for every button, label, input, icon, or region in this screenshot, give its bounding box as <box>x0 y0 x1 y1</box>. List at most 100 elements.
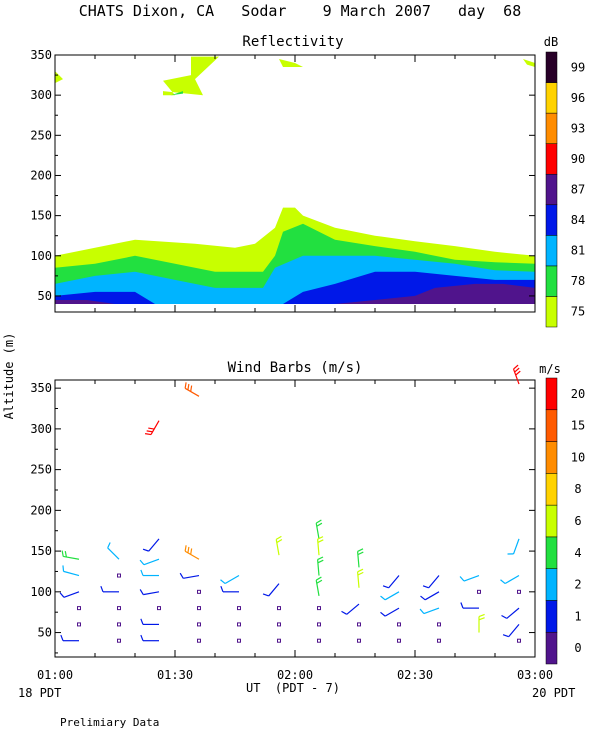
wind-barb <box>262 583 280 597</box>
wind-barb <box>61 550 80 560</box>
y-tick-label: 200 <box>30 503 52 517</box>
wind-barb <box>422 575 440 589</box>
colorbar-swatch <box>545 377 558 411</box>
wind-barb <box>317 556 324 576</box>
x-axis-label: UT (PDT - 7) <box>246 681 340 695</box>
calm-marker <box>117 573 121 578</box>
wind-barb <box>184 545 200 560</box>
colorbar-swatch <box>545 51 558 83</box>
contour-75-db-7 <box>279 59 303 67</box>
colorbar-swatch <box>545 204 558 236</box>
calm-marker <box>317 638 321 643</box>
figure-title: CHATS Dixon, CA Sodar 9 March 2007 day 6… <box>79 2 522 20</box>
contour-75-db-9 <box>55 71 63 84</box>
colorbar-label: 6 <box>574 514 581 528</box>
wind-barb <box>144 420 160 436</box>
colorbar-swatch <box>545 173 558 206</box>
colorbar-label: 99 <box>571 60 585 74</box>
wind-barb <box>179 572 200 579</box>
y-axis-label: Altitude (m) <box>2 333 16 420</box>
wind-x-ticks: 01:00 01:30 02:00 02:30 03:00 <box>37 380 553 682</box>
reflectivity-x-ticks <box>54 55 536 312</box>
colorbar-label: 2 <box>574 578 581 592</box>
colorbar-label: 87 <box>571 183 585 197</box>
y-tick-label: 150 <box>30 209 52 223</box>
calm-marker <box>117 606 121 611</box>
colorbar-label: 93 <box>571 121 585 135</box>
wind-barb <box>382 575 400 589</box>
wind-barb <box>140 618 159 626</box>
wind-barb <box>341 603 360 615</box>
wind-barb <box>139 589 160 596</box>
wind-y-ticks: 50 100 150 200 250 300 350 <box>30 381 535 654</box>
y-tick-label: 100 <box>30 585 52 599</box>
calm-marker <box>357 622 361 627</box>
calm-marker <box>317 622 321 627</box>
colorbar-label: 8 <box>574 482 581 496</box>
calm-marker <box>237 622 241 627</box>
x-tick-label: 01:00 <box>37 668 73 682</box>
calm-marker <box>397 622 401 627</box>
wind-barb <box>512 364 521 385</box>
wind-barbs <box>59 364 521 643</box>
start-date-label: 18 PDT <box>18 686 61 700</box>
wind-barb <box>140 634 159 642</box>
colorbar-swatch <box>545 504 558 538</box>
colorbar-swatch <box>545 265 558 297</box>
y-tick-label: 350 <box>30 381 52 395</box>
colorbar-swatch <box>545 112 558 144</box>
wind-barb <box>140 569 159 577</box>
colorbar-label: 15 <box>571 419 585 433</box>
wind-barb <box>315 576 323 597</box>
calm-marker <box>77 606 81 611</box>
colorbar-label: 84 <box>571 213 585 227</box>
calm-marker <box>237 606 241 611</box>
colorbar-label: 1 <box>574 609 581 623</box>
y-tick-label: 350 <box>30 48 52 62</box>
y-tick-label: 150 <box>30 544 52 558</box>
colorbar-swatch <box>545 296 558 328</box>
reflectivity-colorbar: 75 78 81 84 87 90 93 96 99 <box>545 51 585 328</box>
x-tick-label: 02:00 <box>277 668 313 682</box>
colorbar-label: 20 <box>571 387 585 401</box>
wind-barb <box>275 535 283 556</box>
calm-marker <box>437 638 441 643</box>
colorbar-swatch <box>545 600 558 633</box>
colorbar-swatch <box>545 568 558 601</box>
wind-frame <box>54 379 536 658</box>
wind-barb <box>357 568 364 588</box>
colorbar-label: 10 <box>571 450 585 464</box>
colorbar-label: 81 <box>571 244 585 258</box>
colorbar-swatch <box>545 631 558 665</box>
x-tick-label: 03:00 <box>517 668 553 682</box>
colorbar-swatch <box>545 143 558 175</box>
wind-barb <box>315 519 323 539</box>
wind-barb <box>142 538 160 552</box>
wind-colorbar-unit: m/s <box>539 362 561 376</box>
calm-marker <box>277 606 281 611</box>
x-tick-label: 01:30 <box>157 668 193 682</box>
end-date-label: 20 PDT <box>532 686 575 700</box>
colorbar-swatch <box>545 441 558 474</box>
wind-barb <box>460 602 479 609</box>
reflectivity-y-ticks: 50 100 150 200 250 300 350 <box>30 48 535 303</box>
y-tick-label: 250 <box>30 463 52 477</box>
wind-barb <box>420 591 440 601</box>
calm-marker <box>157 606 161 611</box>
colorbar-swatch <box>545 82 558 114</box>
wind-barb <box>357 548 364 568</box>
calm-marker <box>477 589 481 594</box>
calm-marker <box>77 622 81 627</box>
calm-marker <box>237 638 241 643</box>
calm-marker <box>277 622 281 627</box>
wind-barb <box>220 586 239 593</box>
colorbar-label: 96 <box>571 91 585 105</box>
wind-barb <box>478 613 485 633</box>
wind-barb <box>107 542 120 560</box>
y-tick-label: 50 <box>38 289 52 303</box>
wind-colorbar: 0 1 2 4 6 8 10 15 20 <box>545 377 585 665</box>
wind-barb <box>459 574 480 582</box>
wind-barb <box>507 538 520 555</box>
